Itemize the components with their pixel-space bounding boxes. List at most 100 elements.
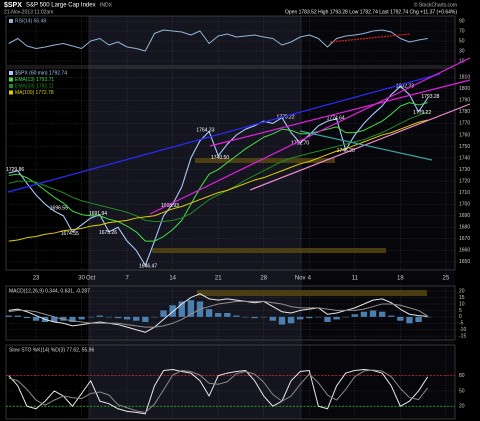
histogram-bar [160,310,167,317]
x-tick-label: 30 [78,276,85,282]
y-tick-label: 20 [459,404,465,410]
histogram-bar [278,316,286,325]
histogram-bar [5,315,12,317]
legend-label: $SPX (60 min) 1792.74 [15,70,67,76]
x-tick-label: Nov [295,276,306,282]
histogram-bar [287,316,295,324]
price-label: 1729.86 [6,167,24,173]
trend-line [249,103,471,191]
trend-line [149,57,471,215]
x-tick-label: 28 [260,276,267,282]
price-label: 1779.22 [413,110,431,116]
y-tick-label: -15 [459,333,466,339]
y-tick-label: 1690 [459,213,470,219]
y-tick-label: 1710 [459,190,470,196]
x-tick-label: 7 [125,276,129,282]
trend-line [329,33,411,43]
histogram-bar [388,315,395,317]
price-label: 1752.70 [291,141,309,147]
panel-frame [5,67,456,271]
price-label: 1764.33 [196,127,214,133]
panel-frame [5,285,456,341]
price-label: 1746.20 [337,148,355,154]
y-tick-label: 20 [459,288,465,294]
histogram-bar [260,316,267,318]
y-tick-label: 50 [459,388,465,394]
exchange: INDX [100,2,113,8]
y-tick-label: 80 [459,373,465,379]
y-tick-label: 15 [459,295,465,301]
trend-line [7,73,441,193]
histogram-bar [224,313,231,317]
legend-label: EMA(34) 1780.11 [15,83,54,89]
y-tick-label: 1770 [459,121,470,127]
histogram-bar [333,316,340,320]
price-label: 1691.94 [89,211,107,217]
legend-label: EMA(13) 1793.71 [15,77,54,83]
trend-line [299,130,433,161]
date: 21-Nov-2013 11:02am [4,9,53,15]
y-tick-label: 1810 [459,75,470,81]
series-line [8,29,428,52]
y-tick-label: 90 [459,18,465,24]
x-tick-label: 18 [397,276,404,282]
trend-line [209,79,471,147]
histogram-bar [306,316,313,319]
y-tick-label: 0 [459,314,462,320]
histogram-bar [242,316,249,318]
histogram-bar [96,315,103,317]
series-line [8,85,429,266]
histogram-bar [133,316,140,321]
histogram-bar [415,316,422,322]
price-label: 1793.28 [421,94,439,100]
x-tick-label: Oct [86,276,96,282]
y-tick-label: 1670 [459,236,470,242]
price-label: 1646.47 [139,263,157,269]
histogram-bar [69,316,76,322]
y-tick-label: 50 [459,38,465,44]
histogram-bar [406,316,413,324]
legend-label: RSI(14) 55.48 [15,18,46,24]
y-tick-label: -5 [459,321,464,327]
price-label: 1774.64 [327,115,345,121]
quote: Open 1783.52 High 1793.28 Low 1782.74 La… [285,9,457,15]
panel-title: MACD(12,26,9) 0.344, 0.631, -0.287 [9,288,90,294]
histogram-bar [151,316,158,318]
x-tick-label: 23 [33,276,40,282]
legend-swatch [9,19,13,23]
y-tick-label: 1650 [459,259,470,265]
symbol: $SPX [4,2,22,9]
histogram-bar [78,316,85,320]
y-tick-label: 10 [459,301,465,307]
zone [197,290,427,296]
histogram-bar [60,316,67,321]
trend-lines [7,33,471,215]
histogram-bar [251,316,258,319]
histogram-bar [215,313,222,317]
histogram-bar [205,309,213,317]
y-tick-label: 30 [459,48,465,54]
y-tick-label: -10 [459,327,466,333]
histogram-bar [369,310,377,317]
histogram-bar [105,316,113,318]
histogram-bar [32,316,40,321]
price-label: 1696.55 [50,206,68,212]
series-line [8,102,428,242]
price-label: 1674.55 [61,231,79,237]
y-tick-label: 1700 [459,202,470,208]
histogram-bar [114,316,122,319]
y-tick-label: 1780 [459,109,470,115]
histogram-bar [269,316,277,321]
histogram-bar [23,316,31,319]
histogram-bar [296,316,304,320]
series-line [8,300,428,328]
y-tick-label: 5 [459,308,462,314]
panel-title: Slow STO %K(14) %D(3) 77.62, 55.96 [9,347,94,353]
panel-frame [5,344,456,420]
price-label: 1775.22 [277,115,295,121]
histogram-bar [351,314,359,317]
histogram-bar [123,316,131,320]
